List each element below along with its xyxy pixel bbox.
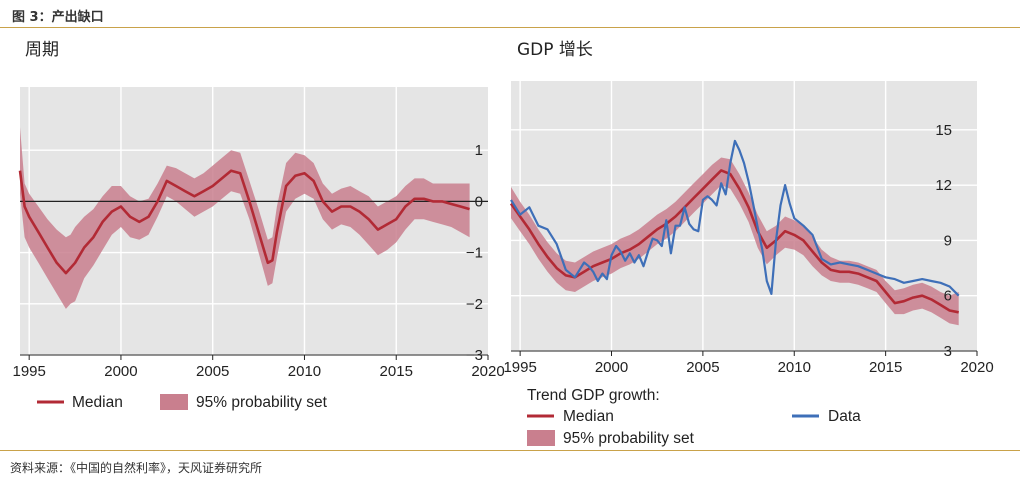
probability-band [511,157,959,326]
y-tick-label: 3 [944,343,952,360]
median-line [18,169,470,275]
x-tick-label: 2010 [778,359,811,376]
legend-heading: Trend GDP growth: [527,387,660,404]
legend-median-label: Median [563,408,614,425]
x-tick-label: 2000 [104,363,137,380]
y-tick-label: −2 [466,296,483,313]
y-tick-label: 6 [944,288,952,305]
legend-band-label: 95% probability set [563,430,695,447]
x-tick-label: 2015 [380,363,413,380]
y-tick-label: 9 [944,232,952,249]
data-line [510,139,960,297]
chart-0 [18,87,489,360]
y-tick-label: −3 [466,347,483,364]
y-tick-label: 1 [475,142,483,159]
x-tick-label: 2020 [471,363,504,380]
figure-title: 图 3：产出缺口 [12,10,104,25]
footer-rule [0,450,1020,451]
header-bar: 图 3：产出缺口 [0,0,1020,28]
legend-data-label: Data [828,408,861,425]
x-tick-label: 2015 [869,359,902,376]
y-tick-label: 0 [475,193,483,210]
x-tick-label: 2010 [288,363,321,380]
x-tick-label: 2005 [686,359,719,376]
legend-band-swatch [527,430,555,446]
left-chart-title: 周期 [25,40,59,60]
source-note: 资料来源：《中国的自然利率》，天风证券研究所 [10,461,263,475]
median-line [509,169,959,314]
y-tick-label: 15 [935,122,952,139]
legend-band-swatch [160,394,188,410]
x-tick-label: 1995 [12,363,45,380]
x-tick-label: 2020 [960,359,993,376]
chart-1 [509,81,978,356]
right-chart-title: GDP 增长 [517,40,593,60]
y-tick-label: −1 [466,245,483,262]
x-tick-label: 1995 [503,359,536,376]
y-tick-label: 12 [935,177,952,194]
legend-band-label: 95% probability set [196,394,328,411]
x-tick-label: 2005 [196,363,229,380]
probability-band [20,127,470,309]
x-tick-label: 2000 [595,359,628,376]
legend-median-label: Median [72,394,123,411]
